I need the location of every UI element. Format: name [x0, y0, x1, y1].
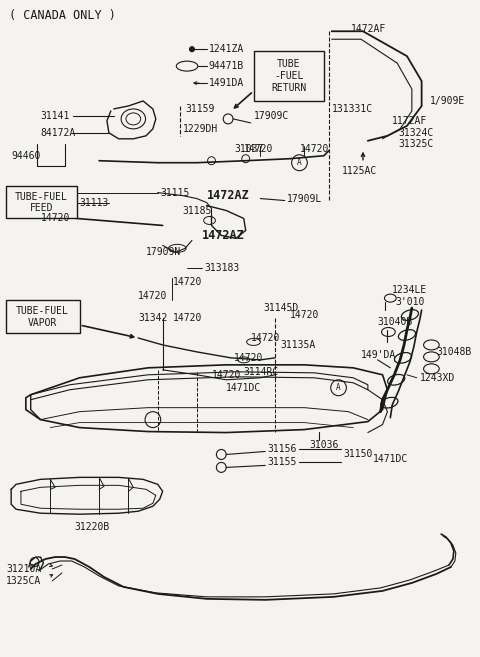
Text: 14720: 14720	[234, 353, 264, 363]
Text: 1325CA: 1325CA	[6, 576, 42, 586]
Text: 131331C: 131331C	[332, 104, 373, 114]
Text: 14720: 14720	[244, 144, 273, 154]
Text: 31040B: 31040B	[378, 317, 413, 327]
Text: 94460: 94460	[11, 150, 40, 161]
Text: 31048B: 31048B	[436, 347, 471, 357]
Text: TUBE-FUEL
VAPOR: TUBE-FUEL VAPOR	[16, 306, 69, 328]
Text: 14720: 14720	[138, 291, 168, 301]
Text: 31220B: 31220B	[75, 522, 110, 532]
Text: 14720: 14720	[212, 370, 241, 380]
Text: A: A	[297, 158, 302, 167]
Bar	[6, 186, 77, 219]
Text: 149'DA: 149'DA	[361, 350, 396, 360]
Text: 3114RC: 3114RC	[244, 367, 279, 377]
Text: 31135A: 31135A	[280, 340, 315, 350]
Text: 17909L: 17909L	[287, 194, 322, 204]
Text: 1/909E: 1/909E	[430, 96, 465, 106]
Circle shape	[190, 47, 194, 52]
Text: 1491DA: 1491DA	[209, 78, 244, 88]
Text: 14720: 14720	[290, 310, 319, 320]
Text: 1229DH: 1229DH	[183, 124, 218, 134]
Text: 1471DC: 1471DC	[226, 383, 262, 393]
Text: 84172A: 84172A	[40, 128, 76, 138]
Text: 1172AF: 1172AF	[392, 116, 428, 126]
Text: 1243XD: 1243XD	[420, 373, 455, 383]
Text: 31159: 31159	[185, 104, 215, 114]
Text: 31210A: 31210A	[6, 564, 42, 574]
Text: 1472AZ: 1472AZ	[202, 229, 244, 242]
Text: 31036: 31036	[309, 440, 338, 449]
Text: ( CANADA ONLY ): ( CANADA ONLY )	[9, 9, 116, 22]
Text: 31115: 31115	[161, 188, 190, 198]
Text: TUBE
-FUEL
RETURN: TUBE -FUEL RETURN	[271, 60, 306, 93]
Text: 1472AZ: 1472AZ	[206, 189, 250, 202]
Text: 14720: 14720	[172, 277, 202, 287]
Text: 1241ZA: 1241ZA	[209, 44, 244, 54]
Text: 31156: 31156	[267, 445, 297, 455]
Text: 31325C: 31325C	[398, 139, 433, 148]
Text: A: A	[336, 383, 341, 392]
Bar	[6, 300, 80, 333]
Text: 31342: 31342	[138, 313, 168, 323]
Text: 31037: 31037	[234, 144, 264, 154]
Text: 14720: 14720	[172, 313, 202, 323]
Text: 31324C: 31324C	[398, 128, 433, 138]
Text: 1125AC: 1125AC	[341, 166, 377, 175]
Text: 3'010: 3'010	[395, 297, 425, 307]
Bar	[253, 51, 324, 101]
Text: 313183: 313183	[204, 263, 240, 273]
Text: 94471B: 94471B	[209, 61, 244, 71]
Text: 1472AF: 1472AF	[351, 24, 386, 34]
Text: TUBE-FUEL
FEED: TUBE-FUEL FEED	[15, 192, 68, 214]
Text: 14720: 14720	[40, 214, 70, 223]
Text: 31155: 31155	[267, 457, 297, 467]
Text: 31113: 31113	[80, 198, 109, 208]
Text: 31145D: 31145D	[264, 303, 299, 313]
Text: 1234LE: 1234LE	[392, 285, 428, 295]
Text: 1471DC: 1471DC	[373, 455, 408, 464]
Text: 14720: 14720	[300, 144, 329, 154]
Text: 14720: 14720	[251, 333, 280, 343]
Text: 31141: 31141	[40, 111, 70, 121]
Text: 31185: 31185	[182, 206, 212, 215]
Text: 31150: 31150	[343, 449, 373, 459]
Text: 17909C: 17909C	[253, 111, 289, 121]
Text: 17909N: 17909N	[146, 247, 181, 258]
